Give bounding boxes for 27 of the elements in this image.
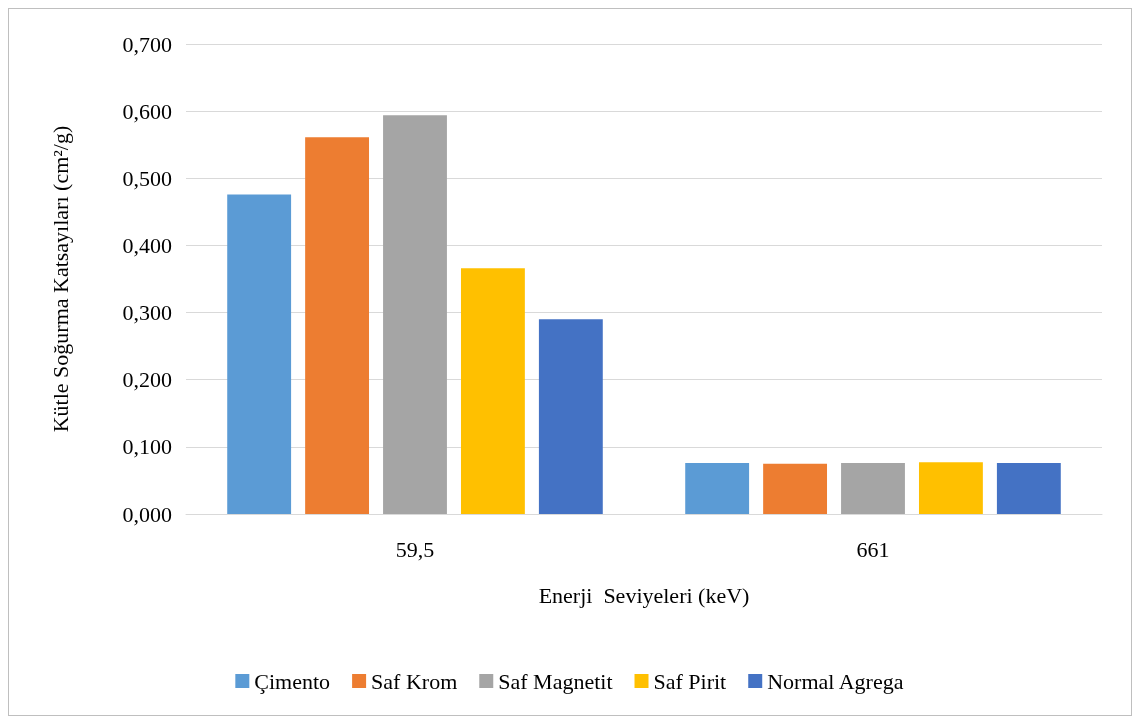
bar <box>841 462 905 514</box>
bar <box>763 463 828 514</box>
bar <box>996 462 1061 514</box>
legend-label: Saf Pirit <box>653 668 727 694</box>
bar <box>538 319 603 514</box>
bar <box>918 462 983 514</box>
y-tick-label: 0,400 <box>122 232 172 258</box>
bar <box>227 194 292 514</box>
legend-label: Saf Krom <box>371 668 458 694</box>
legend-label: Saf Magnetit <box>498 668 613 694</box>
x-tick-label: 661 <box>856 536 890 562</box>
bar <box>305 137 370 514</box>
y-tick-label: 0,600 <box>122 98 172 124</box>
y-tick-label: 0,200 <box>122 367 172 393</box>
y-tick-label: 0,000 <box>122 501 172 527</box>
bar <box>460 268 525 514</box>
y-tick-label: 0,700 <box>122 31 172 57</box>
x-axis-title: Enerji Seviyeleri (keV) <box>538 582 750 608</box>
legend-label: Çimento <box>254 668 331 694</box>
y-tick-label: 0,300 <box>122 300 172 326</box>
bar <box>685 462 750 514</box>
y-axis-title: Kütle Soğurma Katsayıları (cm²/g) <box>47 125 73 433</box>
legend-label: Normal Agrega <box>767 668 904 694</box>
bar <box>383 115 447 514</box>
y-tick-label: 0,500 <box>122 165 172 191</box>
x-tick-label: 59,5 <box>395 536 435 562</box>
y-tick-label: 0,100 <box>122 434 172 460</box>
